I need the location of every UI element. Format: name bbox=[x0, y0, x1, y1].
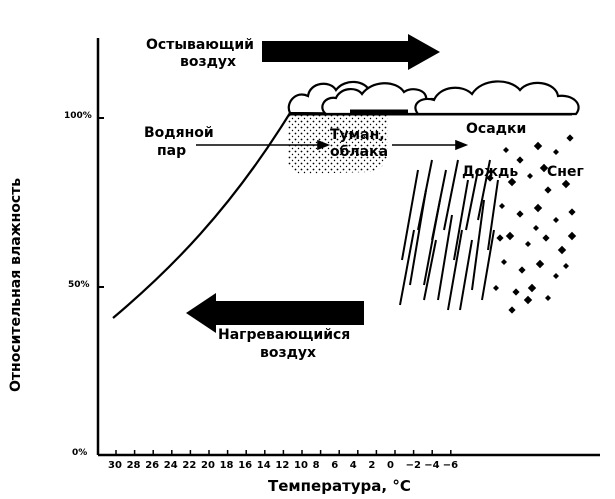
x-tick-label: 0 bbox=[387, 460, 394, 471]
rain-streak bbox=[465, 169, 479, 231]
y-axis-label: Относительная влажность bbox=[8, 177, 24, 392]
rain-streak bbox=[453, 179, 469, 261]
snow-flake bbox=[527, 283, 537, 293]
cloud-right bbox=[414, 80, 580, 116]
snow-flake bbox=[501, 259, 507, 265]
rain-streak bbox=[477, 159, 491, 221]
fog-clouds-label-line1: Туман, bbox=[330, 127, 385, 143]
rain-streak bbox=[437, 214, 453, 301]
x-tick-label: 18 bbox=[219, 460, 234, 471]
fog-region bbox=[288, 112, 388, 174]
snow-flake bbox=[493, 285, 499, 291]
rain-streaks bbox=[399, 159, 499, 311]
warming-air-label-line2: воздух bbox=[260, 345, 317, 361]
snow-flake bbox=[496, 234, 504, 242]
snow-flake bbox=[553, 217, 559, 223]
snow-flake bbox=[527, 173, 533, 179]
snow-label: Снег bbox=[547, 164, 584, 180]
x-tick-label: −6 bbox=[442, 460, 459, 471]
rain-streak bbox=[401, 169, 419, 261]
y-tick-label-0: 0% bbox=[72, 448, 88, 458]
cooling-air-label-line2: воздух bbox=[180, 54, 237, 70]
x-tick-label: −4 bbox=[424, 460, 440, 471]
rain-streak bbox=[487, 179, 499, 251]
x-tick-label: 12 bbox=[275, 460, 290, 471]
rain-label: Дождь bbox=[462, 164, 519, 180]
snow-flake bbox=[566, 134, 574, 142]
snow-flake bbox=[542, 234, 550, 242]
x-tick-label: 20 bbox=[201, 460, 215, 471]
x-tick-label: 6 bbox=[331, 460, 339, 471]
snow-flakes bbox=[486, 134, 577, 314]
snow-flake bbox=[535, 259, 545, 269]
vapor-to-fog-arrowhead bbox=[317, 139, 331, 151]
snow-flake bbox=[567, 231, 577, 241]
snow-flake bbox=[561, 179, 571, 189]
snow-flake bbox=[486, 174, 494, 182]
cloud-bank bbox=[287, 80, 580, 116]
fog-clouds-label-line2: облака bbox=[330, 144, 389, 160]
rain-streak bbox=[423, 239, 437, 301]
x-tick-label: 24 bbox=[163, 460, 178, 471]
water-vapor-label-line1: Водяной bbox=[144, 125, 214, 141]
snow-flake bbox=[533, 141, 543, 151]
saturation-curve bbox=[112, 112, 291, 319]
cooling-air-label-line1: Остывающий bbox=[146, 37, 254, 53]
x-tick-label: 30 bbox=[108, 460, 122, 471]
x-tick-label: 22 bbox=[182, 460, 197, 471]
x-tick-label: 14 bbox=[256, 460, 271, 471]
x-tick-marks bbox=[115, 450, 452, 455]
rain-streak bbox=[459, 239, 473, 311]
snow-flake bbox=[525, 241, 531, 247]
snow-flake bbox=[533, 203, 543, 213]
rain-streak bbox=[481, 229, 495, 301]
cooling-air-arrow bbox=[262, 34, 440, 70]
x-tick-label: 10 bbox=[294, 460, 308, 471]
snow-flake bbox=[544, 186, 552, 194]
snow-flake bbox=[533, 225, 539, 231]
x-tick-label: 8 bbox=[312, 460, 320, 471]
snow-flake bbox=[523, 295, 533, 305]
snow-flake bbox=[557, 245, 567, 255]
x-tick-label: 16 bbox=[238, 460, 253, 471]
precipitation-label: Осадки bbox=[466, 121, 527, 137]
rain-streak bbox=[471, 199, 485, 291]
y-tick-label-100: 100% bbox=[64, 111, 92, 121]
rain-streak bbox=[443, 159, 459, 231]
snow-flake bbox=[563, 263, 569, 269]
snow-flake bbox=[499, 203, 505, 209]
flow-arrows bbox=[196, 139, 469, 151]
rain-streak bbox=[431, 169, 447, 241]
snow-flake bbox=[553, 149, 559, 155]
x-tick-label: 2 bbox=[368, 460, 376, 471]
snow-flake bbox=[518, 266, 526, 274]
snow-flake bbox=[503, 147, 509, 153]
snow-flake bbox=[512, 288, 520, 296]
x-tick-label: 4 bbox=[349, 460, 357, 471]
x-tick-label: −2 bbox=[405, 460, 421, 471]
rain-streak bbox=[399, 229, 415, 306]
fog-to-precip-arrowhead bbox=[455, 139, 469, 151]
x-tick-label: 26 bbox=[145, 460, 160, 471]
snow-flake bbox=[545, 295, 551, 301]
x-tick-label: 28 bbox=[126, 460, 141, 471]
snow-flake bbox=[568, 208, 576, 216]
warming-air-arrow bbox=[186, 293, 364, 333]
rain-streak bbox=[417, 159, 433, 231]
y-tick-label-50: 50% bbox=[68, 280, 90, 290]
snow-flake bbox=[516, 210, 524, 218]
snow-flake bbox=[507, 177, 517, 187]
snow-flake bbox=[553, 273, 559, 279]
snow-flake bbox=[505, 231, 515, 241]
warming-air-label-line1: Нагревающийся bbox=[218, 327, 351, 343]
water-vapor-label-line2: пар bbox=[157, 143, 187, 159]
rain-streak bbox=[447, 229, 463, 311]
x-axis-label: Температура, °С bbox=[268, 477, 411, 495]
snow-flake bbox=[516, 156, 524, 164]
snow-flake bbox=[508, 306, 516, 314]
snow-flake bbox=[539, 163, 549, 173]
